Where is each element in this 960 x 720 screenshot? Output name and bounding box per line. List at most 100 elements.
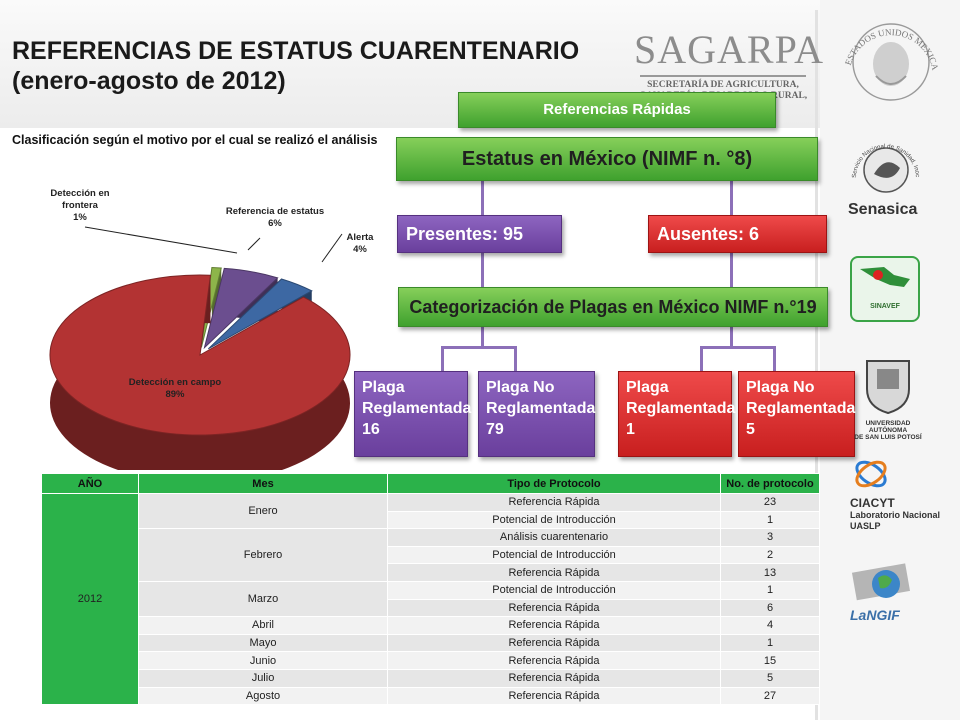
label-alerta-pct: 4% [353, 244, 367, 255]
count-cell: 23 [720, 493, 820, 512]
type-cell: Referencia Rápida [387, 563, 721, 582]
header-anio: AÑO [41, 473, 139, 494]
type-cell: Referencia Rápida [387, 686, 721, 706]
table-row: Mayo Referencia Rápida 1 [42, 633, 820, 653]
year-cell: 2012 [41, 492, 139, 706]
type-cell: Potencial de Introducción [387, 580, 721, 600]
presentes-box: Presentes: 95 [397, 215, 562, 253]
title-line-2: (enero-agosto de 2012) [12, 67, 286, 95]
mexico-map-icon [860, 267, 910, 287]
type-cell: Referencia Rápida [387, 598, 721, 618]
table-row: Potencial de Introducción 1 [42, 510, 820, 530]
table-row: Junio Referencia Rápida 15 [42, 651, 820, 670]
referencias-rapidas-button[interactable]: Referencias Rápidas [458, 92, 776, 128]
connector [481, 326, 484, 348]
slice-frontera-top [200, 267, 222, 348]
month-cell: Mayo [138, 633, 388, 653]
count-cell: 1 [720, 633, 820, 653]
label-estatus: Referencia de estatus 6% [215, 206, 335, 230]
label-alerta-l1: Alerta [346, 232, 374, 243]
table-row: Marzo Potencial de Introducción 1 [42, 580, 820, 618]
count-cell: 2 [720, 545, 820, 565]
leader-alerta [321, 233, 343, 263]
box-line: Plaga No [486, 379, 555, 396]
ciacyt-label: CIACYT [850, 496, 895, 510]
senasica-label: Senasica [848, 201, 918, 218]
header-numero: No. de protocolo [720, 473, 820, 494]
box-line: Reglamentada [362, 400, 472, 417]
month-cell: Enero [138, 492, 388, 530]
box-count: 16 [362, 421, 380, 438]
sagarpa-rule [640, 75, 806, 77]
label-alerta: Alerta 4% [337, 232, 383, 256]
ciacyt-logo: CIACYT Laboratorio Nacional UASLP [850, 456, 950, 532]
ausentes-box: Ausentes: 6 [648, 215, 827, 253]
leader-frontera [84, 226, 238, 254]
header-mes: Mes [138, 473, 388, 494]
table-row: Julio Referencia Rápida 5 [42, 668, 820, 688]
slice-alerta-top [207, 278, 313, 350]
header-tipo: Tipo de Protocolo [387, 473, 721, 494]
connector [481, 252, 484, 288]
slice-campo [49, 274, 351, 470]
senasica-logo: Servicio Nacional de Sanidad, Inocuidad … [846, 130, 948, 219]
plaga-no-reglamentada-ausentes: Plaga No Reglamentada 5 [738, 371, 855, 457]
count-cell: 1 [720, 510, 820, 530]
count-cell: 27 [720, 686, 820, 706]
sagarpa-sub-1: SECRETARÍA DE AGRICULTURA, [647, 80, 799, 90]
slice-campo-top [49, 274, 351, 436]
pie-heading: Clasificación según el motivo por el cua… [12, 133, 378, 147]
table-row: Abril Referencia Rápida 4 [42, 616, 820, 635]
connector [700, 346, 776, 349]
label-campo-pct: 89% [165, 389, 185, 400]
type-cell: Potencial de Introducción [387, 545, 721, 565]
senasica-emblem-icon: Servicio Nacional de Sanidad, Inocuidad … [846, 130, 920, 193]
type-cell: Referencia Rápida [387, 616, 721, 635]
table-row: 2012 Enero Referencia Rápida 23 [41, 492, 820, 706]
box-line: Plaga [362, 379, 405, 396]
pie-chart [49, 226, 351, 470]
label-estatus-l1: Referencia de estatus [225, 206, 325, 217]
connector [441, 346, 444, 372]
sinavef-logo: SINAVEF [850, 256, 920, 322]
box-line: Plaga [626, 379, 669, 396]
ciacyt-uaslp: UASLP [850, 521, 881, 531]
box-line: Reglamentada [486, 400, 596, 417]
uaslp-line-1: UNIVERSIDAD AUTÓNOMA [865, 420, 911, 434]
count-cell: 5 [720, 668, 820, 688]
connector [730, 180, 733, 218]
label-campo-l1: Detección en campo [128, 377, 222, 388]
estatus-box: Estatus en México (NIMF n. °8) [396, 137, 818, 181]
month-cell: Junio [138, 651, 388, 670]
connector [700, 346, 703, 372]
plaga-reglamentada-ausentes: Plaga Reglamentada 1 [618, 371, 735, 457]
type-cell: Referencia Rápida [387, 668, 721, 688]
table-row: Agosto Referencia Rápida 27 [42, 686, 820, 706]
connector [730, 252, 733, 288]
connector [441, 346, 517, 349]
langif-label: LaNGIF [850, 607, 900, 623]
label-frontera-pct: 1% [73, 212, 87, 223]
sagarpa-logo: SAGARPA SECRETARÍA DE AGRICULTURA, GANAD… [634, 26, 823, 102]
ciacyt-rings-icon [855, 460, 887, 488]
connector [730, 326, 733, 348]
leader-estatus [247, 237, 261, 251]
type-cell: Referencia Rápida [387, 493, 721, 512]
table-row: Potencial de Introducción 2 [42, 545, 820, 565]
ciacyt-sub: Laboratorio Nacional [850, 510, 941, 520]
count-cell: 15 [720, 651, 820, 670]
box-count: 1 [626, 421, 635, 438]
plaga-reglamentada-presentes: Plaga Reglamentada 16 [354, 371, 472, 457]
table-row: Referencia Rápida 6 [42, 598, 820, 618]
connector [514, 346, 517, 372]
mexico-seal-icon: ESTADOS UNIDOS MEXICANOS [836, 6, 941, 101]
label-estatus-pct: 6% [268, 218, 282, 229]
count-cell: 4 [720, 616, 820, 635]
categorizacion-box: Categorización de Plagas en México NIMF … [398, 287, 828, 327]
count-cell: 1 [720, 580, 820, 600]
slice-estatus-top [203, 267, 279, 350]
box-line: Plaga No [746, 379, 815, 396]
label-campo: Detección en campo 89% [110, 377, 240, 401]
table-row: Febrero Análisis cuarentenario 3 [42, 528, 820, 582]
type-cell: Referencia Rápida [387, 633, 721, 653]
